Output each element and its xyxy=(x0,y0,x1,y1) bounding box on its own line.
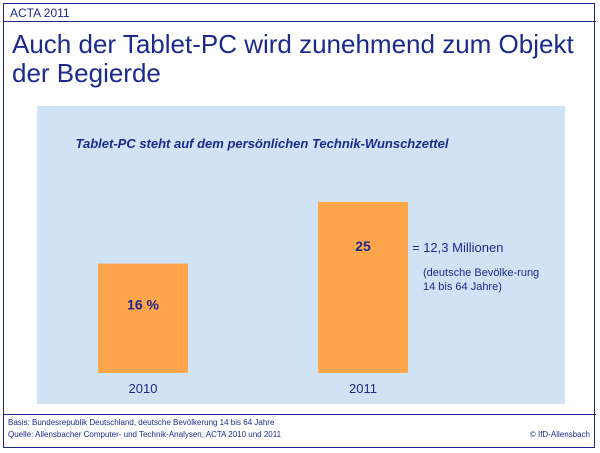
footer-source: Quelle: Allensbacher Computer- und Techn… xyxy=(8,430,282,439)
millions-annotation: = 12,3 Millionen xyxy=(412,240,504,255)
chart-title: Tablet-PC steht auf dem persönlichen Tec… xyxy=(75,136,449,151)
slide-frame xyxy=(3,3,595,448)
category-label-2010: 2010 xyxy=(129,381,158,396)
footer-copyright: © IfD-Allensbach xyxy=(529,430,590,439)
page-title: Auch der Tablet-PC wird zunehmend zum Ob… xyxy=(12,29,574,88)
bar-value-label-2011: 25 xyxy=(355,238,371,254)
category-label-2011: 2011 xyxy=(349,381,377,396)
footer-divider xyxy=(4,414,596,415)
footer-basis: Basis: Bundesrepublik Deutschland, deuts… xyxy=(8,418,275,427)
bar-2010 xyxy=(98,263,188,373)
bar-2011 xyxy=(318,202,408,373)
population-note: (deutsche Bevölke-rung 14 bis 64 Jahre) xyxy=(423,267,540,293)
header-divider xyxy=(4,21,596,22)
header-label: ACTA 2011 xyxy=(10,6,70,20)
bar-value-label-2010: 16 % xyxy=(127,297,159,313)
